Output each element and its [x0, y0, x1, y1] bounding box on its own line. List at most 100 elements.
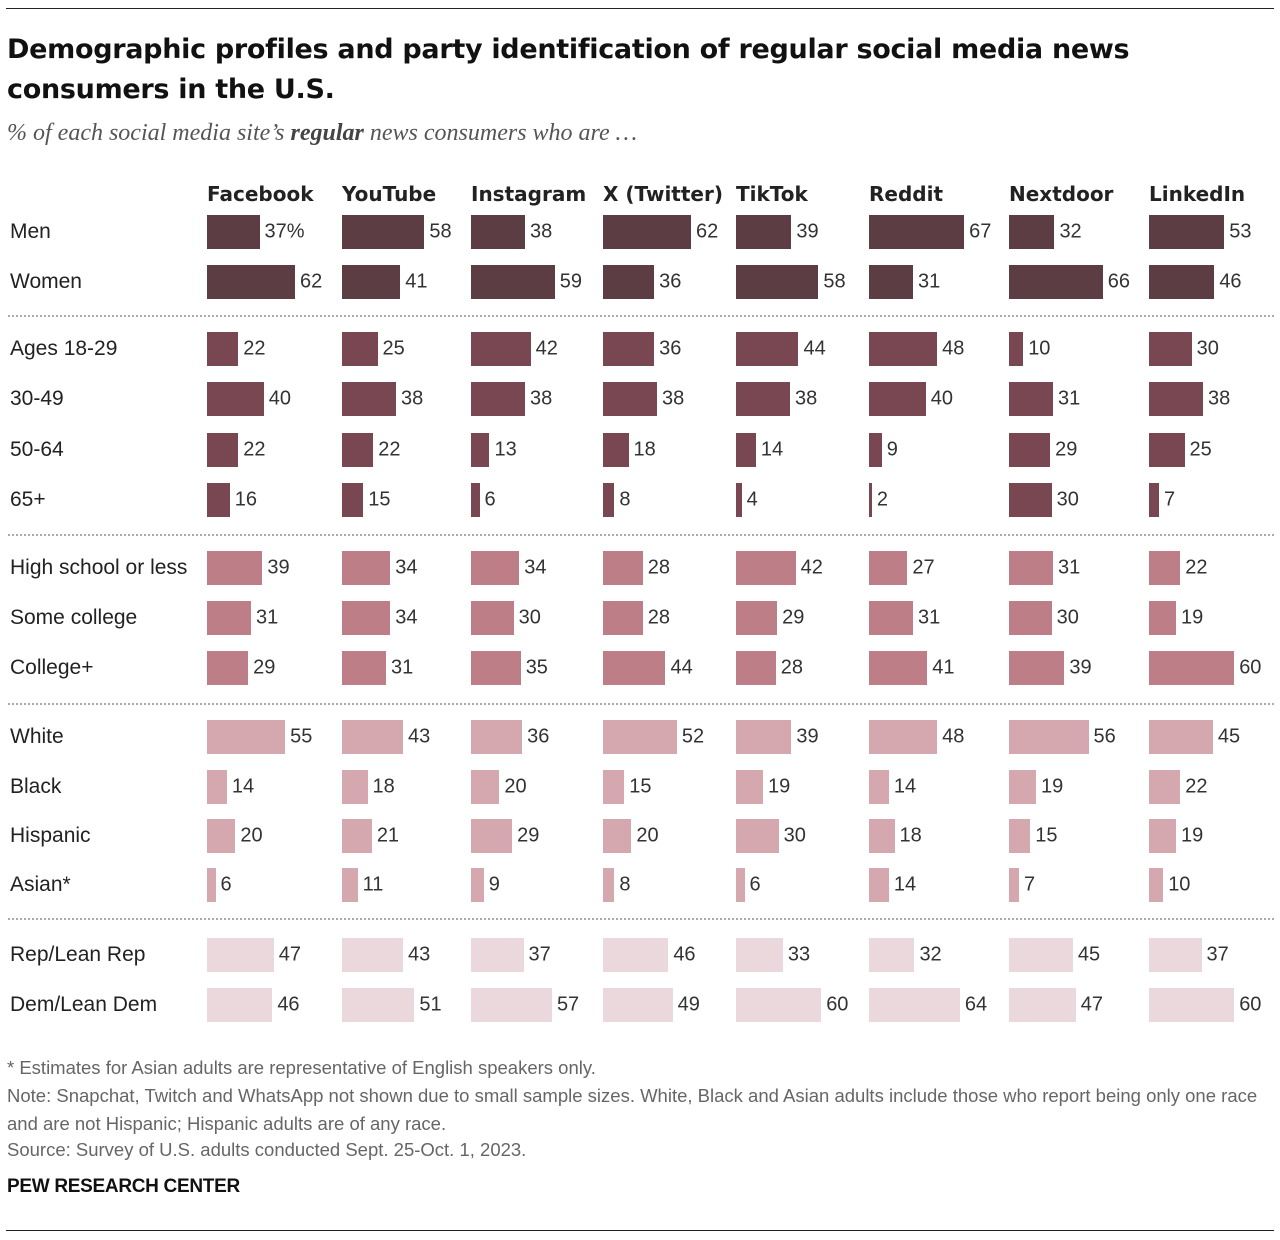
- data-label: 9: [886, 438, 898, 461]
- bar: [1009, 433, 1051, 467]
- bar: [736, 215, 792, 249]
- subtitle-emphasis: regular: [290, 120, 364, 146]
- bar: [207, 720, 286, 754]
- data-label: 47: [1080, 993, 1103, 1016]
- bar: [869, 720, 938, 754]
- data-label: 66: [1107, 270, 1130, 293]
- bar: [471, 215, 525, 249]
- data-label: 15: [368, 488, 391, 511]
- bar: [1009, 720, 1089, 754]
- data-label: 18: [899, 824, 922, 847]
- bar: [1009, 938, 1073, 972]
- bar: [603, 483, 615, 517]
- data-label: 38: [1207, 387, 1231, 410]
- chart-subtitle: % of each social media site’s regular ne…: [7, 120, 637, 147]
- bar: [869, 988, 960, 1022]
- data-label: 29: [253, 656, 276, 679]
- bar: [869, 382, 926, 416]
- bar: [736, 433, 756, 467]
- data-label: 38: [794, 387, 818, 410]
- data-label: 19: [1180, 606, 1204, 629]
- data-label: 18: [372, 775, 395, 798]
- data-label: 44: [803, 337, 826, 360]
- bar: [342, 988, 415, 1022]
- data-label: 38: [529, 220, 553, 243]
- bar: [1149, 868, 1164, 902]
- bar: [736, 382, 790, 416]
- bar: [471, 938, 524, 972]
- data-label: 31: [918, 606, 941, 629]
- data-label: 27: [912, 556, 935, 579]
- bar: [1009, 988, 1076, 1022]
- data-label: 13: [494, 438, 517, 461]
- bar: [869, 770, 889, 804]
- data-label: 29: [517, 824, 540, 847]
- data-label: 37%: [264, 220, 305, 243]
- bar: [1149, 265, 1215, 299]
- data-label: 35: [525, 656, 548, 679]
- bar: [603, 651, 666, 685]
- bar: [471, 332, 531, 366]
- data-label: 14: [231, 775, 255, 798]
- data-label: 22: [243, 337, 266, 360]
- column-header: TikTok: [736, 182, 808, 206]
- group-separator: [8, 703, 1274, 705]
- bar: [1149, 988, 1235, 1022]
- data-label: 6: [220, 873, 232, 896]
- data-label: 41: [405, 270, 428, 293]
- data-label: 6: [484, 488, 496, 511]
- data-label: 30: [1056, 606, 1079, 629]
- bar: [342, 770, 368, 804]
- column-header: Facebook: [207, 182, 314, 206]
- bar: [736, 651, 776, 685]
- data-label: 2: [876, 488, 888, 511]
- data-label: 36: [659, 270, 682, 293]
- bar: [471, 819, 513, 853]
- data-label: 31: [391, 656, 414, 679]
- data-label: 8: [619, 873, 631, 896]
- data-label: 19: [767, 775, 791, 798]
- bar: [342, 601, 391, 635]
- data-label: 36: [527, 725, 550, 748]
- data-label: 10: [1168, 873, 1191, 896]
- bar: [869, 215, 965, 249]
- data-label: 55: [290, 725, 313, 748]
- data-label: 34: [524, 556, 547, 579]
- bar: [869, 551, 908, 585]
- data-label: 34: [395, 556, 418, 579]
- bar: [471, 265, 555, 299]
- data-label: 22: [1185, 556, 1208, 579]
- data-label: 20: [240, 824, 263, 847]
- row-label: 65+: [10, 488, 46, 511]
- row-label: 30-49: [10, 387, 64, 410]
- row-label: White: [10, 725, 64, 748]
- bar: [603, 265, 655, 299]
- data-label: 32: [1059, 220, 1082, 243]
- data-label: 40: [930, 387, 954, 410]
- bar: [869, 938, 915, 972]
- bar: [603, 819, 632, 853]
- data-label: 49: [677, 993, 700, 1016]
- bar: [1009, 551, 1054, 585]
- bar: [603, 382, 657, 416]
- bar: [207, 433, 239, 467]
- subtitle-text-end: news consumers who are …: [363, 120, 637, 146]
- bar: [342, 215, 425, 249]
- data-label: 47: [278, 943, 301, 966]
- footnote-source: Source: Survey of U.S. adults conducted …: [7, 1139, 527, 1160]
- top-rule: [6, 8, 1274, 9]
- bar: [736, 332, 799, 366]
- data-label: 37: [528, 943, 551, 966]
- bar: [1149, 819, 1176, 853]
- data-label: 56: [1093, 725, 1116, 748]
- data-label: 46: [1219, 270, 1242, 293]
- bar: [342, 483, 364, 517]
- bar: [1149, 551, 1181, 585]
- bar: [869, 868, 889, 902]
- data-label: 28: [647, 556, 670, 579]
- data-label: 30: [783, 824, 806, 847]
- bar: [603, 332, 655, 366]
- data-label: 43: [408, 725, 431, 748]
- bar: [603, 551, 643, 585]
- bar: [1149, 483, 1159, 517]
